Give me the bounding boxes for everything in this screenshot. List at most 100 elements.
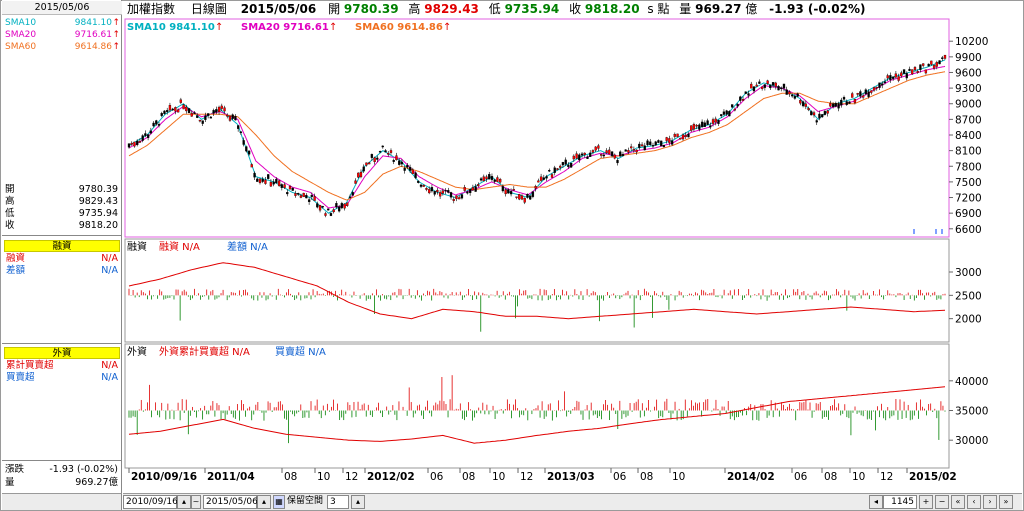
candle-body [761, 86, 764, 89]
candle-body [610, 151, 614, 156]
unit-label: s 點 [647, 2, 670, 16]
volume-label: 量 [679, 2, 692, 16]
candle-body [370, 154, 374, 158]
start-date-field[interactable]: 2010/09/16 [123, 495, 178, 509]
candle-body [168, 105, 172, 111]
candle-body [258, 178, 262, 184]
candle-body [900, 72, 903, 77]
divider [2, 460, 122, 461]
candle-body [621, 154, 625, 156]
candle-body [307, 199, 311, 203]
zoom-out-icon[interactable]: − [935, 495, 949, 509]
first-page-icon[interactable]: « [951, 495, 965, 509]
candle-body [449, 192, 453, 198]
candle-body [826, 110, 829, 114]
header-date: 2015/05/06 [240, 2, 317, 16]
candle-body [351, 192, 354, 196]
divider [2, 235, 122, 236]
sma-line-sma20 [128, 65, 946, 209]
candle-body [332, 209, 335, 213]
candle-body [747, 93, 750, 96]
candle-body [354, 180, 357, 184]
start-date-spin-icon[interactable]: ▴ [177, 495, 191, 509]
candle-body [239, 131, 243, 134]
end-date-spin-icon[interactable]: ▴ [257, 495, 271, 509]
candle-body [662, 144, 666, 148]
candle-body [152, 122, 155, 127]
candle-body [406, 165, 409, 168]
sma10-value: 9841.10 [74, 18, 112, 28]
candle-body [261, 178, 264, 182]
candle-body [883, 81, 887, 84]
candle-body [911, 69, 914, 75]
candle-body [916, 71, 919, 73]
reserve-space-field[interactable]: 3 [327, 495, 349, 509]
candle-body [922, 63, 925, 66]
candle-body [411, 169, 414, 175]
x-tick-label: 10 [852, 471, 865, 483]
candle-body [133, 141, 136, 147]
x-tick-label: 08 [640, 471, 653, 483]
candle-body [632, 149, 636, 151]
candle-body [728, 110, 731, 117]
candle-body [657, 140, 660, 143]
zoom-in-icon[interactable]: + [919, 495, 933, 509]
candle-body [690, 125, 693, 131]
sma10-row: SMA10 9841.10 ↑ [5, 18, 120, 29]
candle-body [321, 206, 324, 208]
candle-body [523, 197, 526, 203]
candle-body [217, 106, 221, 113]
candle-body [821, 114, 824, 118]
candle-body [752, 86, 756, 92]
candle-body [905, 73, 908, 79]
candle-body [842, 97, 846, 100]
candle-body [291, 187, 294, 191]
price-tick-label: 10200 [955, 36, 988, 48]
candle-body [337, 206, 341, 212]
high-label: 高 [408, 2, 421, 16]
x-tick-label: 12 [520, 471, 533, 483]
candle-body [733, 108, 737, 111]
x-tick-label: 06 [794, 471, 808, 483]
candle-body [288, 186, 292, 190]
candle-body [831, 103, 835, 107]
volume-spike [935, 229, 937, 234]
x-tick-label: 2012/02 [367, 471, 415, 483]
volume-spike [913, 229, 915, 234]
candle-body [722, 111, 726, 115]
candle-body [398, 160, 401, 165]
index-name: 加權指數 [127, 2, 176, 16]
volume-unit: 億 [745, 2, 758, 16]
last-page-icon[interactable]: » [999, 495, 1013, 509]
candle-body [897, 76, 900, 81]
apply-range-icon[interactable]: ▦ [273, 495, 285, 509]
candle-body [741, 99, 745, 101]
x-tick-label: 08 [824, 471, 837, 483]
candle-body [414, 172, 417, 179]
candle-body [864, 89, 868, 95]
sma60-value: 9614.86 [74, 42, 112, 52]
price-tick-label: 7500 [955, 177, 982, 189]
candle-body [204, 115, 207, 120]
high-row: 高 9829.43 [5, 196, 120, 207]
candle-body [201, 120, 204, 124]
candle-body [755, 84, 758, 87]
next-page-icon[interactable]: › [983, 495, 997, 509]
end-date-field[interactable]: 2015/05/06 [203, 495, 258, 509]
candle-body [485, 176, 488, 180]
candle-body [408, 167, 412, 171]
bar-count-field[interactable]: 1145 [883, 495, 917, 509]
candle-body [569, 162, 573, 168]
candle-body [594, 146, 597, 151]
candle-body [856, 93, 859, 95]
prev-page-icon[interactable]: ‹ [967, 495, 981, 509]
price-chart[interactable]: 10200 9900 9600 9300 9000 8700 8400 8100 7800 750… [123, 18, 1022, 493]
candle-body [316, 203, 319, 208]
legend-sma10: SMA10 9841.10 [127, 22, 215, 33]
reserve-spin-icon[interactable]: ▴ [351, 495, 365, 509]
price-tick-label: 6900 [955, 208, 982, 220]
close-label: 收 [5, 220, 15, 231]
candle-body [488, 174, 491, 180]
scroll-left-icon[interactable]: ◂ [869, 495, 883, 509]
candle-body [870, 90, 873, 93]
